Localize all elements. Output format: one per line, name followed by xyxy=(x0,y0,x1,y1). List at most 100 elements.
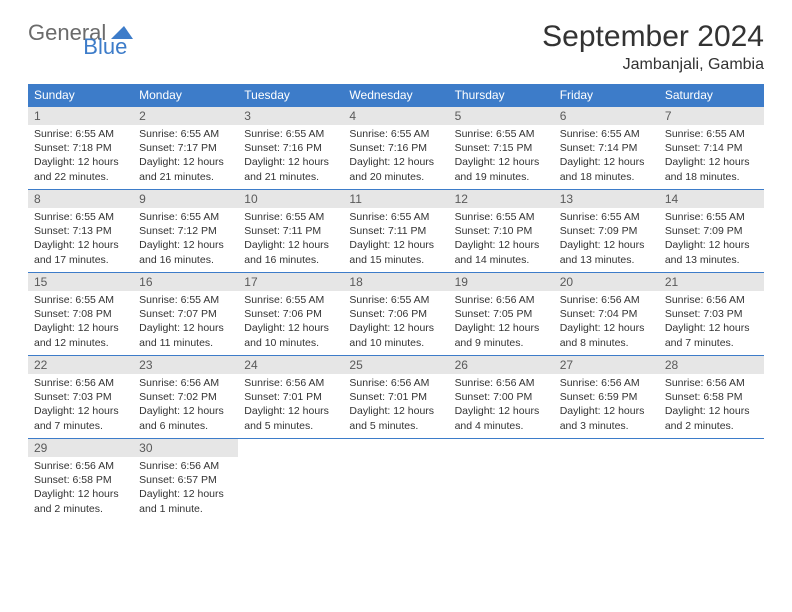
calendar-cell: 16Sunrise: 6:55 AMSunset: 7:07 PMDayligh… xyxy=(133,273,238,356)
weekday-header: Friday xyxy=(554,84,659,107)
day-details: Sunrise: 6:55 AMSunset: 7:18 PMDaylight:… xyxy=(28,125,133,188)
day-number: 1 xyxy=(28,107,133,125)
day-details: Sunrise: 6:55 AMSunset: 7:16 PMDaylight:… xyxy=(343,125,448,188)
day-details: Sunrise: 6:56 AMSunset: 7:02 PMDaylight:… xyxy=(133,374,238,437)
weekday-header: Saturday xyxy=(659,84,764,107)
day-details: Sunrise: 6:55 AMSunset: 7:16 PMDaylight:… xyxy=(238,125,343,188)
weekday-header: Monday xyxy=(133,84,238,107)
day-details: Sunrise: 6:55 AMSunset: 7:06 PMDaylight:… xyxy=(238,291,343,354)
day-details: Sunrise: 6:55 AMSunset: 7:08 PMDaylight:… xyxy=(28,291,133,354)
day-details: Sunrise: 6:56 AMSunset: 6:58 PMDaylight:… xyxy=(28,457,133,520)
day-number: 15 xyxy=(28,273,133,291)
day-number: 24 xyxy=(238,356,343,374)
day-number: 27 xyxy=(554,356,659,374)
day-number: 25 xyxy=(343,356,448,374)
day-details: Sunrise: 6:55 AMSunset: 7:09 PMDaylight:… xyxy=(659,208,764,271)
calendar-cell: 22Sunrise: 6:56 AMSunset: 7:03 PMDayligh… xyxy=(28,356,133,439)
calendar-cell: 17Sunrise: 6:55 AMSunset: 7:06 PMDayligh… xyxy=(238,273,343,356)
calendar-cell: 11Sunrise: 6:55 AMSunset: 7:11 PMDayligh… xyxy=(343,190,448,273)
day-details: Sunrise: 6:56 AMSunset: 7:05 PMDaylight:… xyxy=(449,291,554,354)
day-number: 22 xyxy=(28,356,133,374)
weekday-header: Tuesday xyxy=(238,84,343,107)
calendar-cell: 1Sunrise: 6:55 AMSunset: 7:18 PMDaylight… xyxy=(28,107,133,190)
calendar-cell: 15Sunrise: 6:55 AMSunset: 7:08 PMDayligh… xyxy=(28,273,133,356)
calendar-cell: 25Sunrise: 6:56 AMSunset: 7:01 PMDayligh… xyxy=(343,356,448,439)
day-number: 5 xyxy=(449,107,554,125)
calendar-cell: 23Sunrise: 6:56 AMSunset: 7:02 PMDayligh… xyxy=(133,356,238,439)
header: General Blue September 2024 Jambanjali, … xyxy=(28,20,764,74)
day-number: 11 xyxy=(343,190,448,208)
calendar-cell: 18Sunrise: 6:55 AMSunset: 7:06 PMDayligh… xyxy=(343,273,448,356)
calendar-cell: 20Sunrise: 6:56 AMSunset: 7:04 PMDayligh… xyxy=(554,273,659,356)
calendar-cell: 26Sunrise: 6:56 AMSunset: 7:00 PMDayligh… xyxy=(449,356,554,439)
day-details: Sunrise: 6:55 AMSunset: 7:10 PMDaylight:… xyxy=(449,208,554,271)
calendar-cell: 9Sunrise: 6:55 AMSunset: 7:12 PMDaylight… xyxy=(133,190,238,273)
calendar-cell: .. xyxy=(449,439,554,522)
calendar-cell: 7Sunrise: 6:55 AMSunset: 7:14 PMDaylight… xyxy=(659,107,764,190)
logo-text-blue: Blue xyxy=(83,34,127,60)
day-details: Sunrise: 6:55 AMSunset: 7:13 PMDaylight:… xyxy=(28,208,133,271)
day-number: 13 xyxy=(554,190,659,208)
day-number: 7 xyxy=(659,107,764,125)
day-number: 28 xyxy=(659,356,764,374)
day-details: Sunrise: 6:55 AMSunset: 7:12 PMDaylight:… xyxy=(133,208,238,271)
day-number: 19 xyxy=(449,273,554,291)
day-details: Sunrise: 6:56 AMSunset: 7:04 PMDaylight:… xyxy=(554,291,659,354)
weekday-header: Thursday xyxy=(449,84,554,107)
day-details: Sunrise: 6:55 AMSunset: 7:14 PMDaylight:… xyxy=(554,125,659,188)
calendar-cell: 27Sunrise: 6:56 AMSunset: 6:59 PMDayligh… xyxy=(554,356,659,439)
calendar-cell: 6Sunrise: 6:55 AMSunset: 7:14 PMDaylight… xyxy=(554,107,659,190)
calendar-cell: 21Sunrise: 6:56 AMSunset: 7:03 PMDayligh… xyxy=(659,273,764,356)
calendar-body: 1Sunrise: 6:55 AMSunset: 7:18 PMDaylight… xyxy=(28,107,764,522)
month-title: September 2024 xyxy=(542,20,764,54)
day-details: Sunrise: 6:56 AMSunset: 7:01 PMDaylight:… xyxy=(343,374,448,437)
calendar-cell: 28Sunrise: 6:56 AMSunset: 6:58 PMDayligh… xyxy=(659,356,764,439)
calendar-cell: 14Sunrise: 6:55 AMSunset: 7:09 PMDayligh… xyxy=(659,190,764,273)
day-details: Sunrise: 6:56 AMSunset: 7:01 PMDaylight:… xyxy=(238,374,343,437)
day-number: 30 xyxy=(133,439,238,457)
calendar-cell: .. xyxy=(238,439,343,522)
day-number: 12 xyxy=(449,190,554,208)
day-number: 6 xyxy=(554,107,659,125)
day-details: Sunrise: 6:56 AMSunset: 7:00 PMDaylight:… xyxy=(449,374,554,437)
day-number: 4 xyxy=(343,107,448,125)
calendar-head: SundayMondayTuesdayWednesdayThursdayFrid… xyxy=(28,84,764,107)
day-number: 16 xyxy=(133,273,238,291)
day-details: Sunrise: 6:55 AMSunset: 7:09 PMDaylight:… xyxy=(554,208,659,271)
day-details: Sunrise: 6:56 AMSunset: 6:58 PMDaylight:… xyxy=(659,374,764,437)
day-number: 21 xyxy=(659,273,764,291)
location-label: Jambanjali, Gambia xyxy=(542,56,764,74)
day-number: 3 xyxy=(238,107,343,125)
weekday-header: Sunday xyxy=(28,84,133,107)
day-number: 29 xyxy=(28,439,133,457)
day-details: Sunrise: 6:55 AMSunset: 7:11 PMDaylight:… xyxy=(343,208,448,271)
day-details: Sunrise: 6:56 AMSunset: 7:03 PMDaylight:… xyxy=(659,291,764,354)
day-details: Sunrise: 6:55 AMSunset: 7:11 PMDaylight:… xyxy=(238,208,343,271)
logo: General Blue xyxy=(28,20,179,46)
day-number: 2 xyxy=(133,107,238,125)
day-details: Sunrise: 6:55 AMSunset: 7:15 PMDaylight:… xyxy=(449,125,554,188)
day-number: 26 xyxy=(449,356,554,374)
calendar-cell: .. xyxy=(343,439,448,522)
day-number: 17 xyxy=(238,273,343,291)
calendar-cell: 10Sunrise: 6:55 AMSunset: 7:11 PMDayligh… xyxy=(238,190,343,273)
day-number: 20 xyxy=(554,273,659,291)
day-details: Sunrise: 6:55 AMSunset: 7:17 PMDaylight:… xyxy=(133,125,238,188)
day-details: Sunrise: 6:55 AMSunset: 7:06 PMDaylight:… xyxy=(343,291,448,354)
day-details: Sunrise: 6:55 AMSunset: 7:14 PMDaylight:… xyxy=(659,125,764,188)
calendar-cell: .. xyxy=(659,439,764,522)
day-number: 18 xyxy=(343,273,448,291)
title-block: September 2024 Jambanjali, Gambia xyxy=(542,20,764,74)
day-details: Sunrise: 6:55 AMSunset: 7:07 PMDaylight:… xyxy=(133,291,238,354)
calendar-cell: 4Sunrise: 6:55 AMSunset: 7:16 PMDaylight… xyxy=(343,107,448,190)
weekday-header: Wednesday xyxy=(343,84,448,107)
calendar-cell: 30Sunrise: 6:56 AMSunset: 6:57 PMDayligh… xyxy=(133,439,238,522)
calendar-cell: 19Sunrise: 6:56 AMSunset: 7:05 PMDayligh… xyxy=(449,273,554,356)
calendar-cell: 5Sunrise: 6:55 AMSunset: 7:15 PMDaylight… xyxy=(449,107,554,190)
day-number: 9 xyxy=(133,190,238,208)
day-details: Sunrise: 6:56 AMSunset: 6:59 PMDaylight:… xyxy=(554,374,659,437)
calendar-table: SundayMondayTuesdayWednesdayThursdayFrid… xyxy=(28,84,764,521)
calendar-cell: 13Sunrise: 6:55 AMSunset: 7:09 PMDayligh… xyxy=(554,190,659,273)
calendar-cell: 8Sunrise: 6:55 AMSunset: 7:13 PMDaylight… xyxy=(28,190,133,273)
calendar-cell: 12Sunrise: 6:55 AMSunset: 7:10 PMDayligh… xyxy=(449,190,554,273)
